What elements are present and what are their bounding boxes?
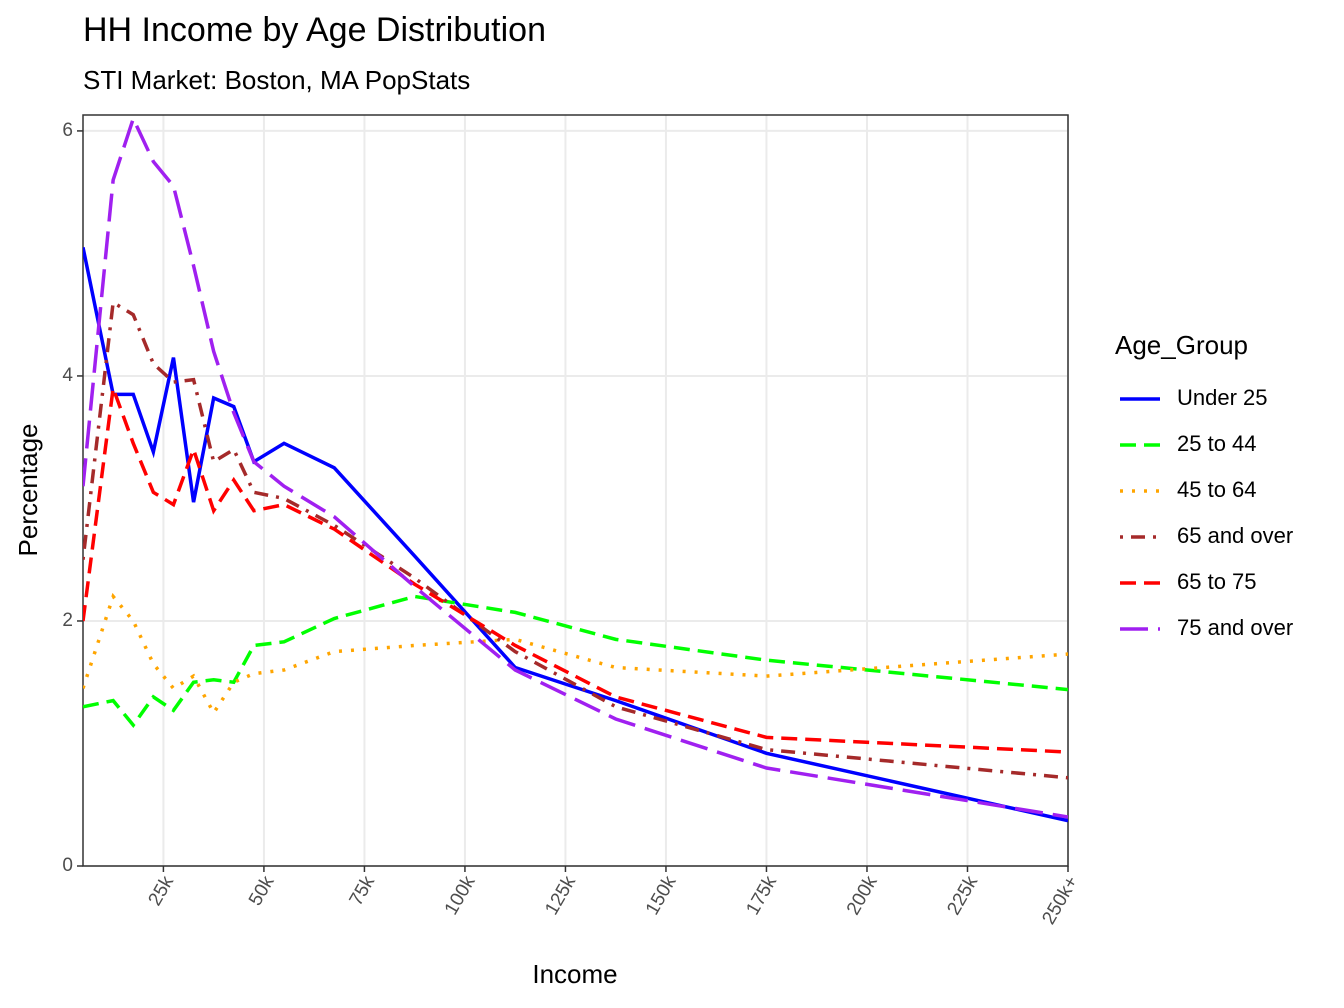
- legend-label: 45 to 64: [1177, 477, 1257, 502]
- series-line: [83, 115, 1068, 819]
- series-line: [83, 594, 1068, 728]
- legend-title: Age_Group: [1115, 330, 1248, 360]
- legend-label: 75 and over: [1177, 615, 1293, 640]
- x-tick-label: 150k: [642, 872, 681, 919]
- x-axis-label: Income: [532, 959, 617, 989]
- chart-title: HH Income by Age Distribution: [83, 11, 546, 49]
- series-line: [83, 387, 1068, 754]
- series-line: [83, 246, 1068, 823]
- x-tick-label: 25k: [145, 872, 179, 909]
- series-line: [83, 592, 1068, 717]
- x-tick-label: 100k: [441, 872, 480, 919]
- y-tick-label: 4: [62, 365, 73, 386]
- x-tick-label: 200k: [843, 872, 882, 919]
- y-axis-label: Percentage: [13, 424, 43, 557]
- legend-label: 65 and over: [1177, 523, 1293, 548]
- series-line: [83, 299, 1068, 780]
- y-tick-label: 6: [62, 120, 73, 141]
- legend-label: 65 to 75: [1177, 569, 1257, 594]
- legend-label: 25 to 44: [1177, 431, 1257, 456]
- x-tick-label: 175k: [742, 872, 781, 919]
- x-tick-label: 75k: [346, 872, 380, 909]
- x-tick-label: 225k: [943, 872, 982, 919]
- y-tick-label: 2: [62, 610, 73, 631]
- x-tick-label: 125k: [541, 872, 580, 919]
- chart-subtitle: STI Market: Boston, MA PopStats: [83, 65, 470, 95]
- plot-border: [82, 114, 1069, 867]
- x-tick-label: 50k: [245, 872, 279, 909]
- y-tick-label: 0: [62, 855, 73, 876]
- legend-label: Under 25: [1177, 385, 1268, 410]
- x-tick-label: 250k+: [1038, 873, 1082, 929]
